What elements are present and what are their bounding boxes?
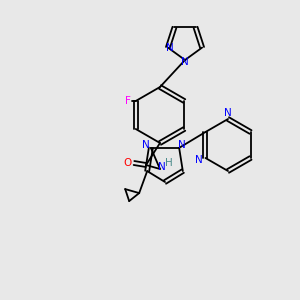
Text: N: N: [181, 57, 189, 67]
Text: N: N: [178, 140, 186, 150]
Text: N: N: [195, 155, 203, 165]
Text: H: H: [165, 158, 173, 168]
Text: N: N: [158, 162, 166, 172]
Text: N: N: [166, 43, 174, 52]
Text: N: N: [224, 108, 232, 118]
Text: O: O: [124, 158, 132, 168]
Text: F: F: [125, 96, 131, 106]
Text: N: N: [142, 140, 150, 150]
